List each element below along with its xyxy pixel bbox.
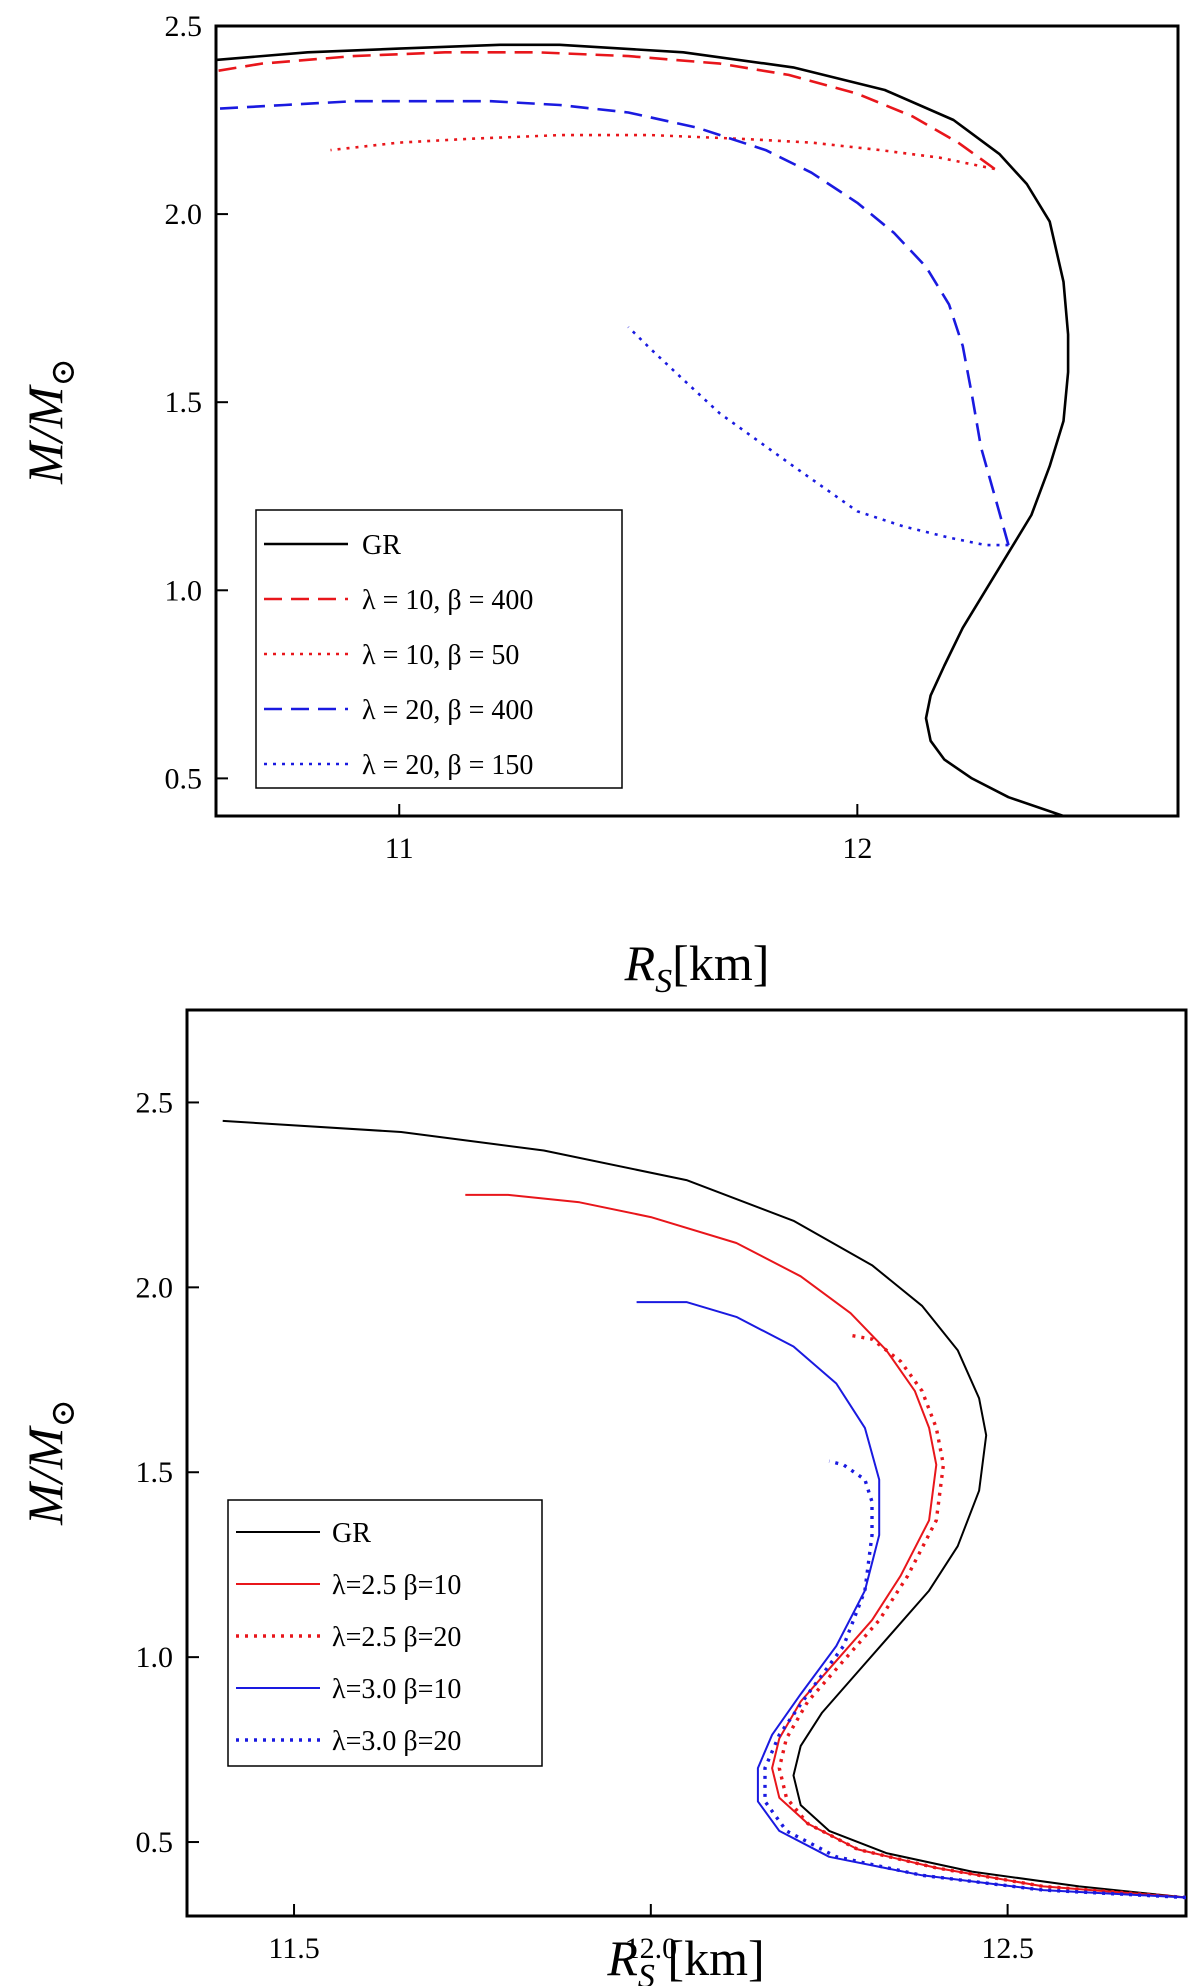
y-tick-label: 1.0 (136, 1641, 174, 1674)
y-tick-label: 1.5 (136, 1456, 174, 1489)
y-tick-label: 1.5 (165, 386, 203, 419)
plot-frame (185, 1008, 1188, 1918)
legend: GR λ=2.5 β=10 λ=2.5 β=20 λ=3.0 β=10 λ=3.0 β=… (227, 1499, 543, 1767)
series-line-3 (216, 99, 1010, 546)
legend-box (255, 509, 623, 789)
y-tick-label: 2.0 (165, 198, 203, 231)
legend-label: λ = 10, β = 50 (362, 640, 519, 671)
legend: GR λ = 10, β = 400 λ = 10, β = 50 λ = 20, β… (255, 509, 623, 789)
legend-label: λ = 20, β = 400 (362, 695, 533, 726)
legend-box (227, 1499, 543, 1767)
x-ticks: 11 12 (385, 804, 872, 865)
series-line-0 (222, 1119, 1186, 1899)
x-tick-label: 11.5 (268, 1932, 319, 1965)
x-tick-label: 12.0 (625, 1932, 678, 1965)
series-line-2 (330, 133, 996, 171)
y-tick-label: 2.5 (165, 10, 203, 43)
x-tick-label: 11 (385, 832, 414, 865)
y-axis-label: M/M⊙ (17, 1399, 82, 1526)
y-tick-label: 0.5 (136, 1826, 174, 1859)
plot-frame (214, 24, 1180, 818)
legend-label: λ=2.5 β=10 (332, 1570, 461, 1601)
legend-label: λ=2.5 β=20 (332, 1622, 461, 1653)
y-ticks: 0.5 1.0 1.5 2.0 2.5 (165, 10, 228, 795)
x-axis-label: RS[km] (624, 935, 770, 1000)
series-line-4 (763, 1459, 1186, 1900)
bottom-panel: 11.5 12.0 12.5 0.5 1.0 1.5 2.0 2.5 RS [km] M/M… (17, 1008, 1188, 1986)
x-tick-label: 12 (842, 832, 872, 865)
series-line-4 (627, 326, 1009, 547)
x-ticks: 11.5 12.0 12.5 (268, 1904, 1034, 1965)
y-tick-label: 2.5 (136, 1086, 174, 1119)
y-tick-label: 0.5 (165, 762, 203, 795)
series-line-0 (216, 43, 1070, 816)
y-axis-label: M/M⊙ (17, 358, 82, 485)
legend-label: GR (362, 530, 401, 561)
series-line-3 (636, 1301, 1186, 1899)
y-tick-label: 1.0 (165, 574, 203, 607)
legend-label: λ=3.0 β=20 (332, 1726, 461, 1757)
series-line-2 (777, 1333, 1186, 1900)
series-group (222, 1119, 1186, 1900)
y-ticks: 0.5 1.0 1.5 2.0 2.5 (136, 1086, 199, 1859)
legend-label: λ = 20, β = 150 (362, 750, 533, 781)
y-tick-label: 2.0 (136, 1271, 174, 1304)
legend-label: GR (332, 1518, 371, 1549)
legend-label: λ = 10, β = 400 (362, 585, 533, 616)
legend-label: λ=3.0 β=10 (332, 1674, 461, 1705)
x-tick-label: 12.5 (981, 1932, 1034, 1965)
series-line-1 (216, 51, 996, 171)
series-line-1 (465, 1193, 1186, 1899)
series-group (216, 43, 1070, 816)
top-panel: 11 12 0.5 1.0 1.5 2.0 2.5 RS[km] M/M⊙ GR λ = 1… (17, 10, 1180, 1000)
x-axis-label: RS [km] (606, 1930, 764, 1986)
